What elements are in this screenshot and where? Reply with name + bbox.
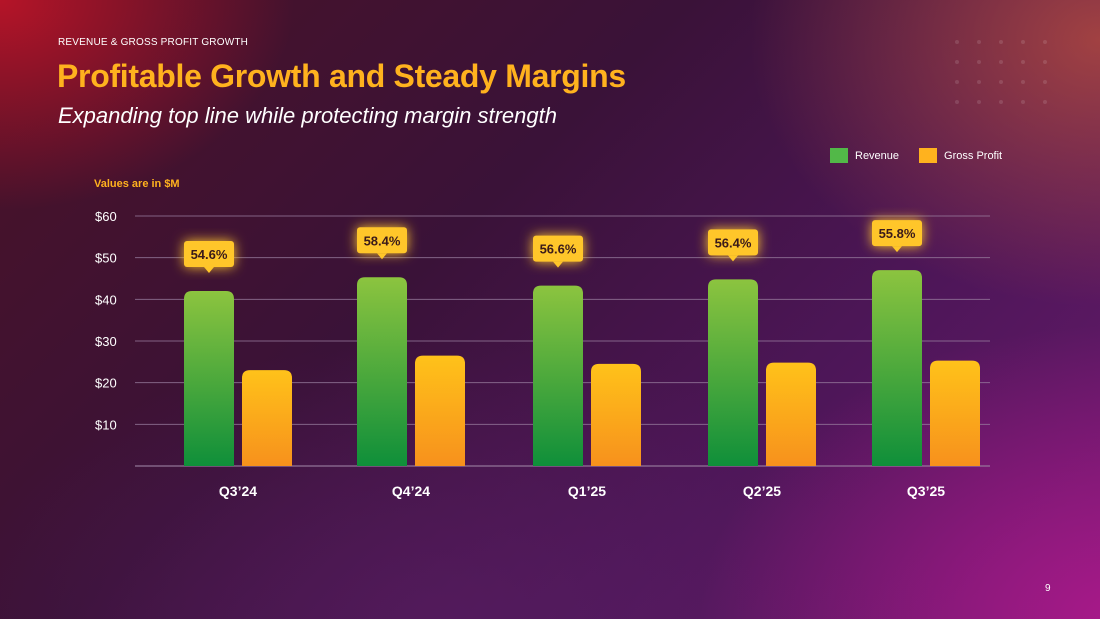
margin-callout	[533, 235, 583, 262]
bar-gross-profit	[591, 363, 641, 466]
decorative-dot	[977, 80, 981, 84]
decorative-dot	[977, 40, 981, 44]
decorative-dot	[1043, 40, 1047, 44]
y-tick-label: $40	[95, 292, 117, 307]
decorative-dot-grid	[955, 40, 1055, 110]
x-tick-label: Q2’25	[743, 483, 781, 499]
x-tick-label: Q3’25	[907, 483, 945, 499]
decorative-dot	[955, 60, 959, 64]
decorative-dot	[999, 40, 1003, 44]
margin-callout-label: 58.4%	[364, 233, 401, 248]
margin-callout-pointer	[728, 255, 738, 262]
margin-callout-label: 55.8%	[879, 226, 916, 241]
margin-callout-label: 56.6%	[540, 242, 577, 257]
y-tick-label: $30	[95, 334, 117, 349]
units-note: Values are in $M	[94, 178, 180, 190]
margin-callout-pointer	[204, 267, 214, 273]
bar-revenue	[533, 285, 583, 466]
y-tick-label: $50	[95, 251, 117, 266]
chart-legend: Revenue Gross Profit	[830, 148, 1002, 163]
x-tick-label: Q1’25	[568, 483, 606, 499]
bar-revenue	[357, 277, 407, 466]
decorative-dot	[1021, 80, 1025, 84]
decorative-dot	[999, 100, 1003, 104]
page-subtitle: Expanding top line while protecting marg…	[58, 103, 557, 128]
decorative-dot	[1021, 40, 1025, 44]
margin-callout	[357, 227, 407, 254]
y-tick-label: $10	[95, 417, 117, 432]
margin-callout-pointer	[553, 261, 563, 268]
bar-gross-profit	[766, 362, 816, 466]
margin-callout	[872, 220, 922, 247]
bar-revenue	[708, 279, 758, 466]
decorative-dot	[977, 60, 981, 64]
margin-callout-label: 56.4%	[715, 235, 752, 250]
legend-item-revenue: Revenue	[830, 148, 899, 163]
decorative-dot	[1021, 100, 1025, 104]
decorative-dot	[999, 60, 1003, 64]
y-tick-label: $60	[95, 209, 117, 224]
decorative-dot	[999, 80, 1003, 84]
decorative-dot	[977, 100, 981, 104]
decorative-dot	[955, 40, 959, 44]
decorative-dot	[1021, 60, 1025, 64]
decorative-dot	[955, 100, 959, 104]
margin-callout-pointer	[892, 246, 902, 253]
x-tick-label: Q4’24	[392, 483, 430, 499]
decorative-dot	[1043, 60, 1047, 64]
decorative-dot	[1043, 80, 1047, 84]
margin-callout	[708, 229, 758, 256]
bar-gross-profit	[415, 355, 465, 466]
legend-item-gross-profit: Gross Profit	[919, 148, 1002, 163]
bar-revenue	[872, 270, 922, 466]
page-number: 9	[1045, 583, 1051, 594]
legend-label-gross-profit: Gross Profit	[944, 149, 1003, 162]
margin-callout	[184, 241, 234, 267]
x-tick-label: Q3’24	[219, 483, 257, 499]
decorative-dot	[955, 80, 959, 84]
legend-label-revenue: Revenue	[855, 149, 900, 162]
bar-revenue	[184, 291, 234, 466]
y-tick-label: $20	[95, 376, 117, 391]
bar-gross-profit	[930, 360, 980, 466]
margin-callout-pointer	[377, 253, 387, 260]
bar-gross-profit	[242, 370, 292, 466]
gross-profit-swatch	[919, 148, 938, 163]
margin-callout-label: 54.6%	[191, 247, 228, 262]
eyebrow-label: REVENUE & GROSS PROFIT GROWTH	[58, 37, 249, 48]
revenue-swatch	[830, 148, 848, 163]
page-title: Profitable Growth and Steady Margins	[57, 58, 626, 94]
decorative-dot	[1043, 100, 1047, 104]
